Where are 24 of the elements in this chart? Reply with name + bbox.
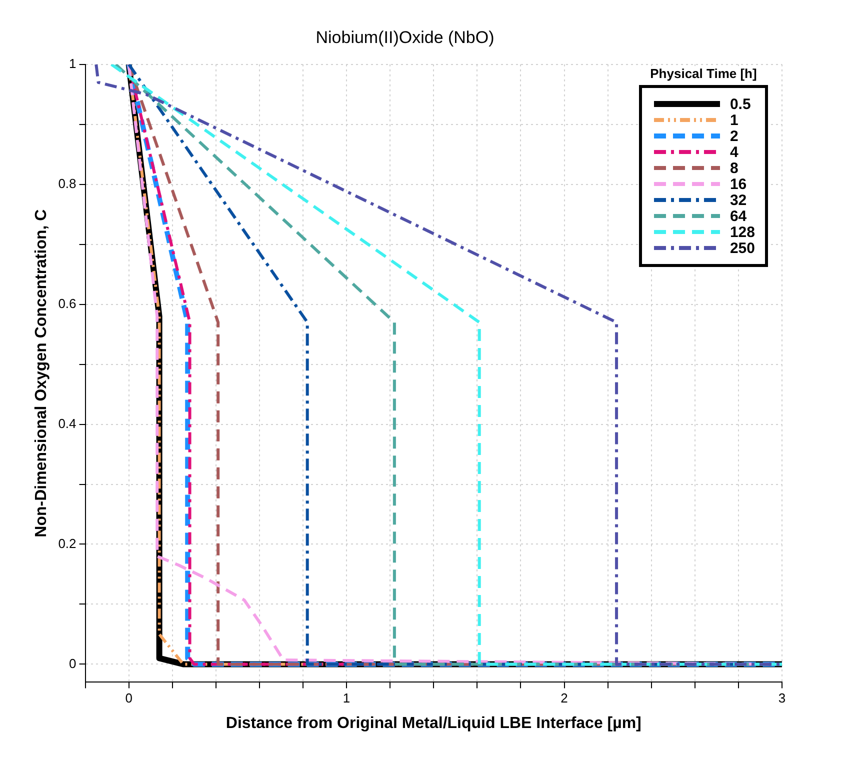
legend-label: 1 <box>730 112 738 129</box>
legend-label: 64 <box>730 208 747 225</box>
x-axis-title: Distance from Original Metal/Liquid LBE Interface [µm] <box>226 714 642 732</box>
legend-label: 8 <box>730 160 738 177</box>
y-tick-label: 0.6 <box>58 296 76 311</box>
y-tick-label: 0.2 <box>58 536 76 551</box>
x-tick-label: 2 <box>560 690 568 706</box>
legend-label: 128 <box>730 224 755 241</box>
y-tick-label: 0.8 <box>58 176 76 191</box>
y-tick-label: 0.4 <box>58 416 76 431</box>
legend-label: 250 <box>730 240 755 257</box>
x-tick-label: 3 <box>778 690 786 706</box>
legend-label: 32 <box>730 192 747 209</box>
chart-title: Niobium(II)Oxide (NbO) <box>316 28 494 47</box>
legend-label: 4 <box>730 144 738 161</box>
x-tick-label: 1 <box>342 690 350 706</box>
legend-title: Physical Time [h] <box>649 66 758 82</box>
y-tick-label: 0 <box>69 656 76 671</box>
legend-label: 0.5 <box>730 96 751 113</box>
y-axis-title: Non-Dimensional Oxygen Concentration, C <box>33 208 50 538</box>
legend-label: 2 <box>730 128 738 145</box>
y-tick-label: 1 <box>69 56 76 71</box>
x-tick-label: 0 <box>125 690 132 706</box>
legend-label: 16 <box>730 176 747 193</box>
